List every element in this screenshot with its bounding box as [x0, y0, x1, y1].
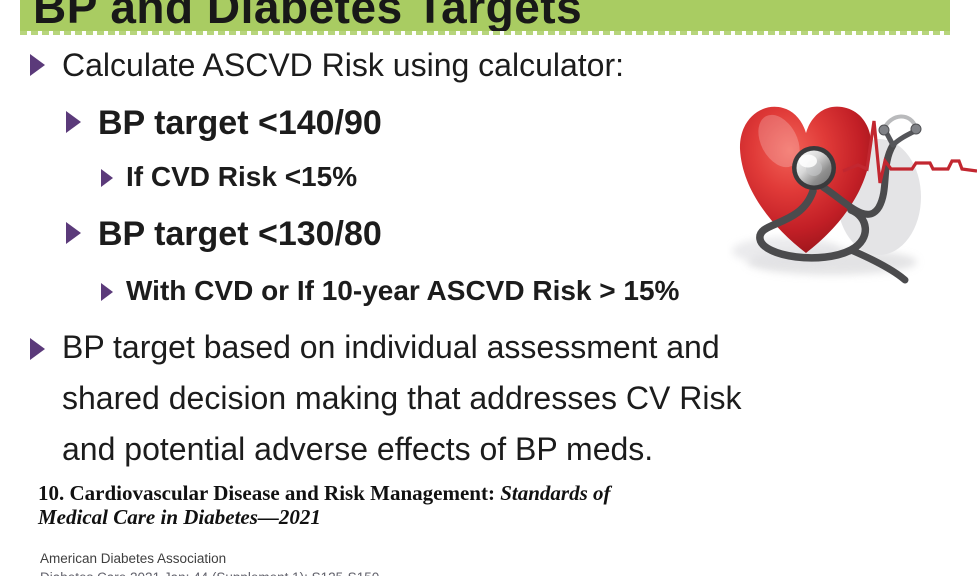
bullet-triangle-icon	[101, 169, 113, 187]
bullet-row-3: If CVD Risk <15%	[101, 161, 357, 193]
bullet-row-6: BP target based on individual assessment…	[30, 322, 741, 475]
bullet-triangle-icon	[30, 338, 45, 360]
paragraph-line: and potential adverse effects of BP meds…	[62, 431, 654, 467]
stethoscope-earpieces	[878, 114, 922, 136]
journal-citation-line: Diabetes Care 2021 Jan; 44 (Supplement 1…	[40, 570, 379, 576]
bullet-triangle-icon	[101, 283, 113, 301]
slide-title: BP and Diabetes Targets	[33, 0, 583, 33]
paragraph-line: BP target based on individual assessment…	[62, 329, 720, 365]
paragraph-line: shared decision making that addresses CV…	[62, 380, 742, 416]
stethoscope-chestpiece	[792, 146, 836, 190]
bullet-triangle-icon	[66, 111, 81, 133]
bullet-triangle-icon	[30, 54, 45, 76]
heart-stethoscope-illustration	[732, 106, 977, 284]
bullet-text: Calculate ASCVD Risk using calculator:	[62, 47, 625, 83]
ekg-line	[842, 120, 977, 184]
bullet-text: BP target <130/80	[98, 215, 382, 253]
bullet-row-2: BP target <140/90	[66, 104, 382, 142]
bullet-row-4: BP target <130/80	[66, 215, 382, 253]
bullet-row-5: With CVD or If 10-year ASCVD Risk > 15%	[101, 275, 679, 307]
organization-line: American Diabetes Association	[40, 551, 227, 566]
reference-title: 10. Cardiovascular Disease and Risk Mana…	[38, 481, 611, 529]
reference-italic-part: Standards of	[500, 481, 611, 505]
bullet-text: With CVD or If 10-year ASCVD Risk > 15%	[126, 275, 680, 306]
reference-italic-line2: Medical Care in Diabetes—2021	[38, 504, 321, 529]
bullet-row-1: Calculate ASCVD Risk using calculator:	[30, 47, 624, 83]
reference-roman: 10. Cardiovascular Disease and Risk Mana…	[38, 481, 501, 505]
bullet-text: BP target <140/90	[98, 104, 382, 142]
title-band: BP and Diabetes Targets	[20, 0, 950, 35]
bullet-triangle-icon	[66, 222, 81, 244]
bullet-text: If CVD Risk <15%	[126, 161, 358, 192]
bullet-paragraph: BP target based on individual assessment…	[62, 322, 741, 475]
